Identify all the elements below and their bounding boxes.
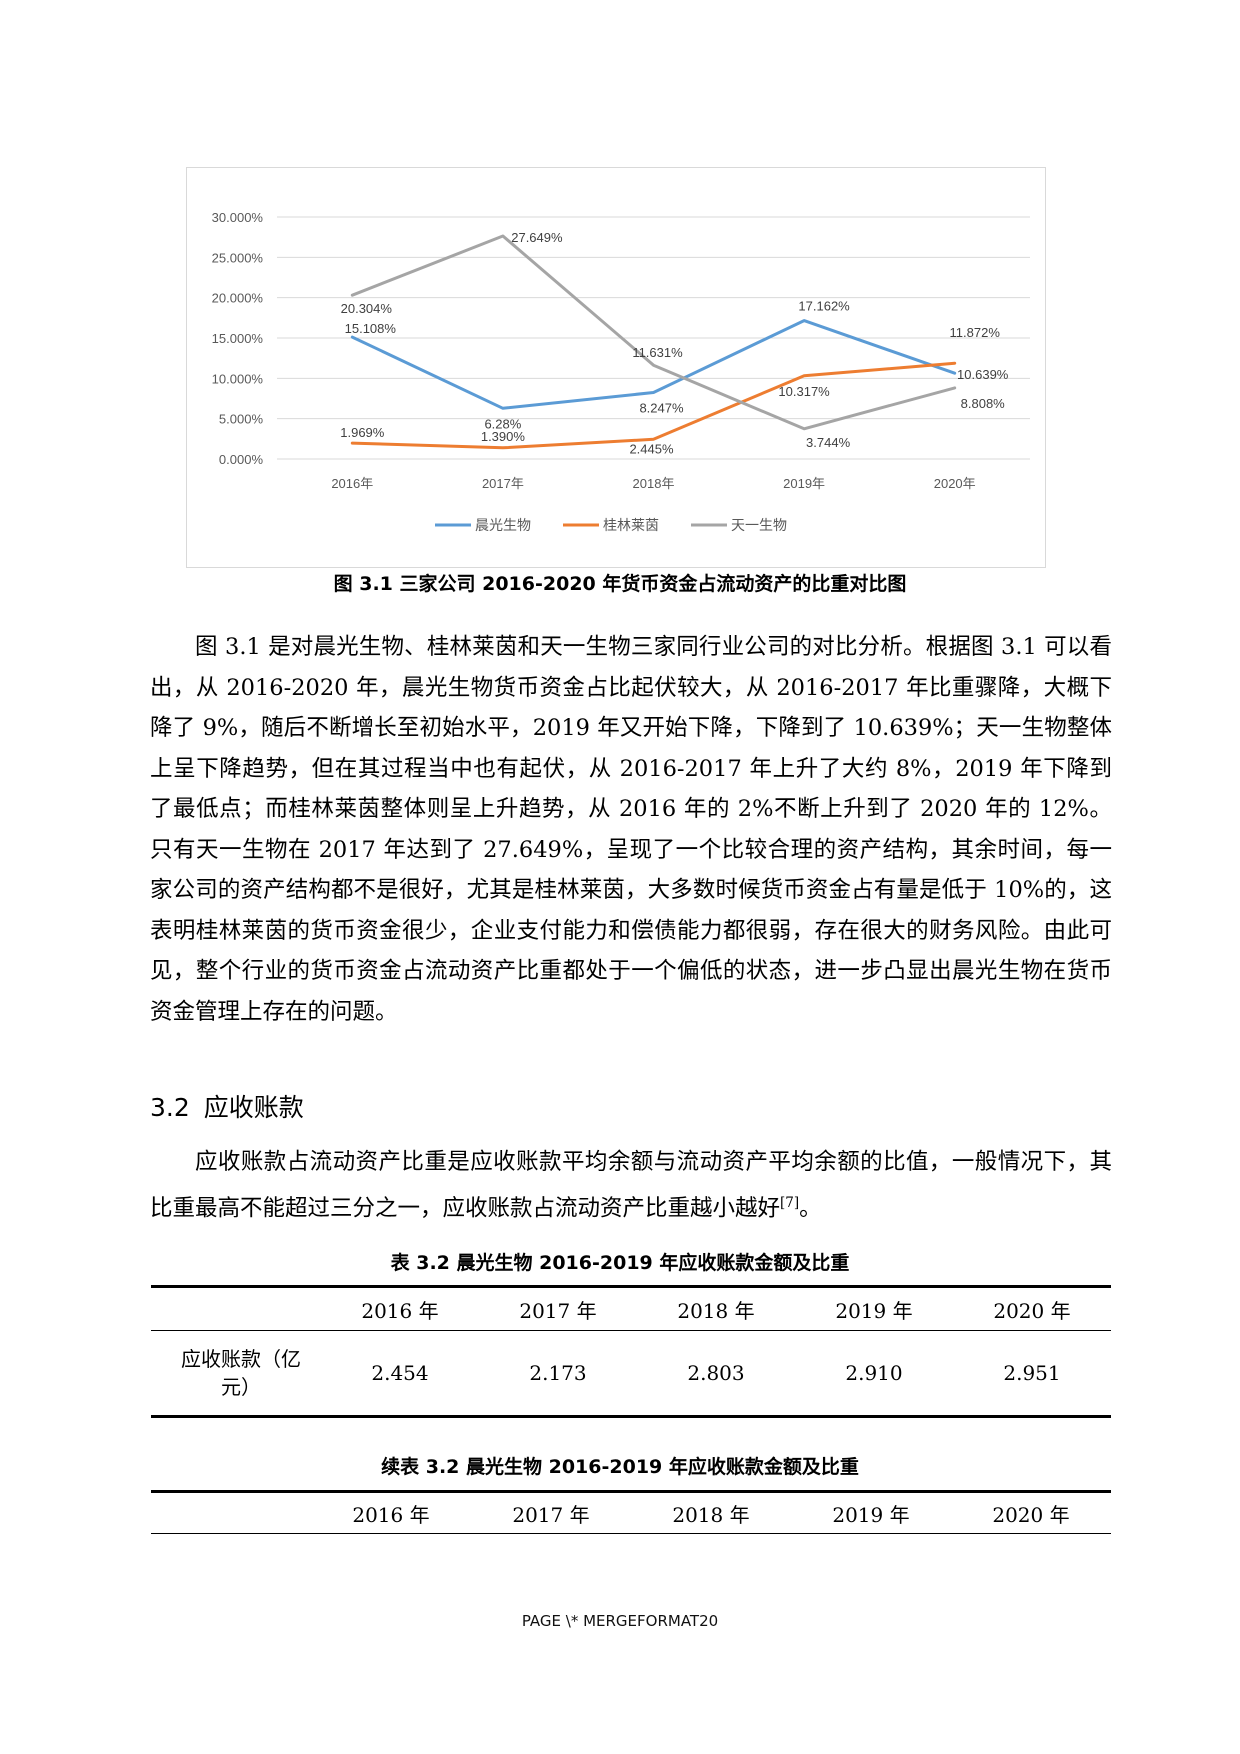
series-line-1 [350, 319, 957, 410]
row-label-cell: 应收账款（亿元） [151, 1331, 321, 1417]
header-cell: 2018 年 [672, 1502, 750, 1527]
legend-label: 晨光生物 [475, 518, 531, 534]
table-row: 应收账款（亿元） 2.454 2.173 2.803 2.910 2.951 [151, 1331, 1111, 1417]
header-cell: 2020 年 [993, 1298, 1071, 1323]
header-cell: 2016 年 [352, 1502, 430, 1527]
table-header-row: 2016 年 2017 年 2018 年 2019 年 2020 年 [151, 1492, 1111, 1534]
body-paragraph: 应收账款占流动资产比重是应收账款平均余额与流动资产平均余额的比值，一般情况下，其… [150, 1142, 1112, 1229]
data-label: 1.390% [481, 429, 526, 444]
series-line-2 [350, 361, 957, 450]
value-cell: 2.951 [1003, 1361, 1061, 1385]
header-cell [151, 1492, 311, 1534]
legend-label: 天一生物 [731, 518, 787, 534]
header-cell: 2019 年 [835, 1298, 913, 1323]
data-label: 27.649% [511, 230, 563, 245]
y-tick-label: 15.000% [212, 331, 264, 346]
x-tick-label: 2019年 [783, 476, 825, 491]
header-cell [151, 1287, 321, 1331]
data-label: 20.304% [341, 301, 393, 316]
header-cell: 2020 年 [992, 1502, 1070, 1527]
table-title: 续表 3.2 晨光生物 2016-2019 年应收账款金额及比重 [381, 1456, 859, 1478]
data-label: 15.108% [345, 321, 397, 336]
data-label: 2.445% [629, 441, 674, 456]
citation: [7] [780, 1194, 800, 1211]
header-cell: 2017 年 [519, 1298, 597, 1323]
y-tick-label: 30.000% [212, 210, 264, 225]
series-line-3 [350, 234, 957, 431]
y-tick-label: 5.000% [219, 412, 264, 427]
x-tick-label: 2020年 [934, 476, 976, 491]
data-label: 1.969% [340, 425, 385, 440]
data-label: 11.631% [632, 345, 683, 360]
table-title: 表 3.2 晨光生物 2016-2019 年应收账款金额及比重 [390, 1252, 850, 1274]
value-cell: 2.173 [529, 1361, 587, 1385]
data-label: 10.639% [957, 367, 1009, 382]
figure-caption: 图 3.1 三家公司 2016-2020 年货币资金占流动资产的比重对比图 [333, 573, 907, 595]
header-cell: 2018 年 [677, 1298, 755, 1323]
receivables-table-continued: 2016 年 2017 年 2018 年 2019 年 2020 年 [151, 1490, 1111, 1534]
header-cell: 2019 年 [832, 1502, 910, 1527]
data-label: 8.247% [639, 400, 684, 415]
data-label: 3.744% [806, 435, 851, 450]
header-cell: 2016 年 [361, 1298, 439, 1323]
section-heading: 3.2 应收账款 [150, 1088, 304, 1124]
value-cell: 2.910 [845, 1361, 903, 1385]
y-tick-label: 0.000% [219, 452, 264, 467]
receivables-table: 2016 年 2017 年 2018 年 2019 年 2020 年 应收账款（… [151, 1285, 1111, 1418]
section-title: 应收账款 [203, 1093, 304, 1122]
header-cell: 2017 年 [512, 1502, 590, 1527]
line-chart: 30.000% 25.000% 20.000% 15.000% 10.000% 5.000… [186, 167, 1046, 568]
data-label: 6.28% [484, 416, 521, 431]
value-cell: 2.454 [371, 1361, 429, 1385]
x-tick-label: 2016年 [331, 476, 373, 491]
value-cell: 2.803 [687, 1361, 745, 1385]
section-number: 3.2 [150, 1093, 190, 1122]
data-label: 11.872% [950, 325, 1001, 340]
y-tick-label: 20.000% [212, 291, 264, 306]
data-label: 10.317% [778, 384, 830, 399]
row-label: 应收账款（亿元） [181, 1347, 301, 1399]
data-label: 17.162% [798, 299, 850, 314]
legend-label: 桂林莱茵 [603, 518, 659, 534]
x-tick-label: 2018年 [633, 476, 675, 491]
y-tick-label: 10.000% [212, 371, 264, 386]
page-footer: PAGE \* MERGEFORMAT20 [521, 1612, 719, 1630]
body-paragraph: 图 3.1 是对晨光生物、桂林莱茵和天一生物三家同行业公司的对比分析。根据图 3… [150, 634, 1112, 1025]
chart-svg: 30.000% 25.000% 20.000% 15.000% 10.000% 5.000… [212, 210, 1030, 534]
paragraph-end: 。 [799, 1195, 822, 1221]
y-tick-label: 25.000% [212, 250, 264, 265]
paragraph-text: 应收账款占流动资产比重是应收账款平均余额与流动资产平均余额的比值，一般情况下，其… [150, 1149, 1112, 1221]
table-header-row: 2016 年 2017 年 2018 年 2019 年 2020 年 [151, 1287, 1111, 1331]
data-label: 8.808% [961, 396, 1006, 411]
x-tick-label: 2017年 [482, 476, 524, 491]
